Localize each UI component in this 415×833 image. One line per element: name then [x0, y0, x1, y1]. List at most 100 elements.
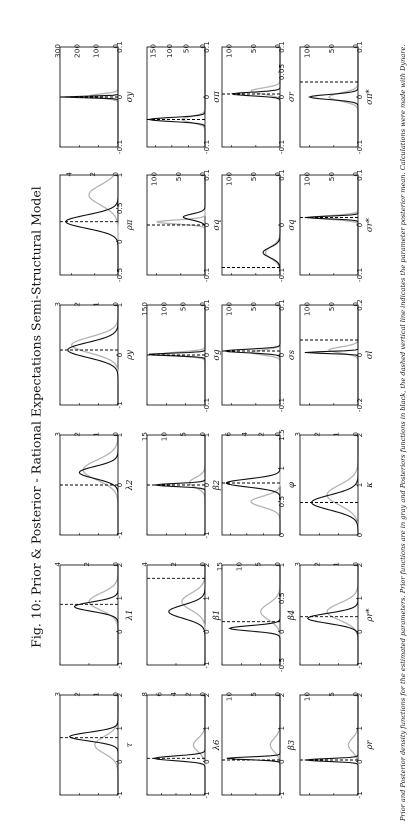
posterior-curve [307, 565, 359, 665]
y-tick-label: 300 [53, 44, 62, 58]
y-tick-label: 8 [140, 692, 149, 697]
parameter-label: σl [365, 350, 375, 359]
y-tick-label: 100 [303, 172, 312, 186]
y-tick-label: 15 [140, 432, 149, 441]
y-tick-label: 3 [53, 692, 62, 697]
x-tick-label: 0.5 [115, 203, 124, 215]
y-tick-label: 50 [249, 302, 258, 312]
panel-frame [221, 174, 281, 276]
y-tick-label: 6 [223, 432, 232, 437]
posterior-curve [59, 47, 119, 147]
y-tick-label: 2 [72, 302, 81, 307]
panel-frame [59, 174, 119, 276]
prior-curve [192, 695, 206, 795]
x-tick-label: 2 [355, 433, 364, 438]
x-tick-label: 0 [115, 629, 124, 634]
x-tick-label: 0.1 [202, 41, 211, 53]
y-tick-label: 50 [181, 44, 190, 54]
y-tick-label: 0 [351, 692, 360, 697]
parameter-label: κ [365, 482, 375, 489]
posterior-curve [304, 695, 359, 795]
x-tick-label: -1 [277, 791, 286, 798]
prior-curve [88, 174, 119, 275]
prior-curve [181, 565, 206, 665]
x-tick-label: 0 [202, 352, 211, 357]
y-tick-label: 100 [92, 44, 101, 58]
parameter-label: β4 [287, 610, 297, 621]
panel-frame [59, 304, 119, 406]
x-tick-label: 1 [202, 596, 211, 601]
x-tick-label: 0.2 [355, 299, 364, 311]
prior-curve [94, 695, 119, 795]
x-tick-label: -1 [115, 531, 124, 538]
y-tick-label: 1 [92, 432, 101, 437]
prior-curve [88, 565, 119, 665]
y-tick-label: 5 [254, 562, 263, 567]
parameter-label: σg [212, 349, 222, 361]
y-tick-label: 50 [327, 44, 336, 54]
y-tick-label: 0 [273, 432, 282, 437]
posterior-curve [168, 565, 206, 665]
y-tick-label: 4 [169, 692, 178, 697]
x-tick-label: 1 [277, 563, 286, 568]
x-tick-label: 1 [115, 303, 124, 308]
x-tick-label: 1 [277, 466, 286, 471]
panel-frame [59, 434, 119, 536]
y-tick-label: 6 [155, 692, 164, 697]
prior-curve [326, 435, 359, 535]
y-tick-label: 200 [72, 44, 81, 58]
y-tick-label: 2 [88, 172, 97, 177]
y-tick-label: 0 [198, 302, 207, 307]
x-tick-label: 0 [115, 352, 124, 357]
x-tick-label: 1 [355, 596, 364, 601]
y-tick-label: 3 [53, 432, 62, 437]
x-tick-label: 0 [277, 222, 286, 227]
parameter-label: σr* [365, 217, 375, 232]
posterior-curve [148, 47, 206, 147]
x-tick-label: 1 [277, 726, 286, 731]
x-tick-label: 0.05 [277, 64, 286, 80]
x-tick-label: -0.1 [355, 140, 364, 154]
x-tick-label: 0 [115, 239, 124, 244]
x-tick-label: 0.1 [202, 299, 211, 311]
y-tick-label: 1 [332, 432, 341, 437]
y-tick-label: 5 [179, 432, 188, 437]
posterior-curve [311, 435, 359, 536]
y-tick-label: 2 [312, 562, 321, 567]
y-tick-label: 10 [225, 692, 234, 702]
y-tick-label: 0 [273, 692, 282, 697]
panel-frame [146, 564, 206, 666]
x-tick-label: 0 [355, 222, 364, 227]
parameter-label: σπ [212, 91, 222, 103]
prior-curve [260, 565, 281, 665]
x-tick-label: 0.1 [277, 299, 286, 311]
panel-frame [299, 694, 359, 796]
y-tick-label: 2 [184, 692, 193, 697]
x-tick-label: 0 [202, 629, 211, 634]
y-tick-label: 0 [198, 432, 207, 437]
x-tick-label: 2 [115, 563, 124, 568]
posterior-curve [152, 695, 206, 795]
x-tick-label: 0 [202, 482, 211, 487]
posterior-curve [148, 305, 206, 405]
x-tick-label: -0.1 [277, 398, 286, 412]
x-tick-label: 0.1 [202, 169, 211, 181]
y-tick-label: 100 [159, 302, 168, 316]
x-tick-label: 0 [115, 482, 124, 487]
panel-frame [221, 694, 281, 796]
parameter-label: β2 [212, 480, 222, 491]
parameter-label: β3 [287, 740, 297, 751]
y-tick-label: 4 [240, 432, 249, 437]
x-tick-label: 1 [202, 433, 211, 438]
